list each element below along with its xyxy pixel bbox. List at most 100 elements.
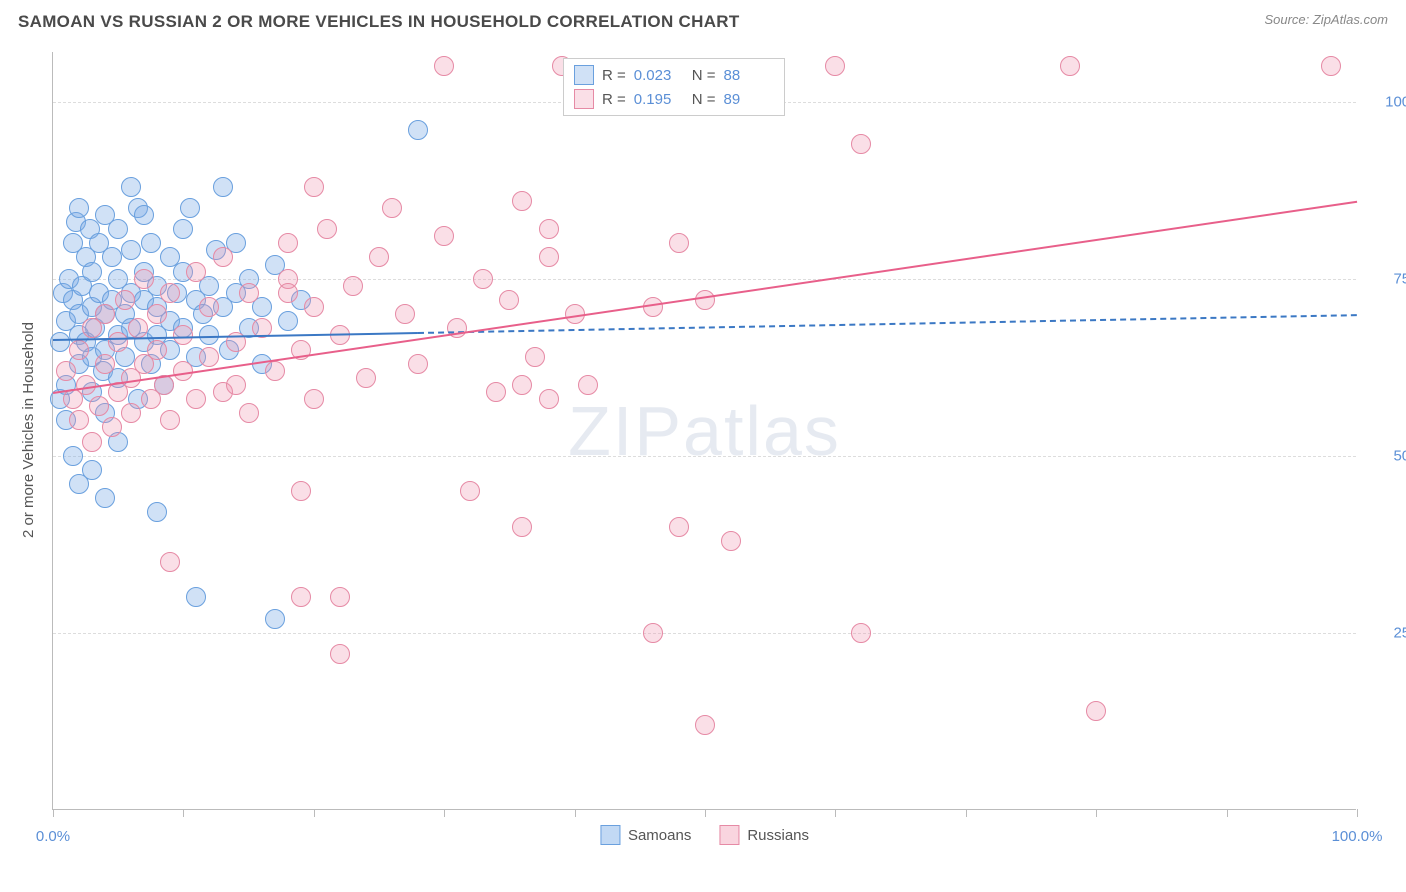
data-point: [382, 198, 402, 218]
data-point: [226, 375, 246, 395]
data-point: [1060, 56, 1080, 76]
legend-swatch: [719, 825, 739, 845]
x-tick: [1227, 809, 1228, 817]
data-point: [408, 120, 428, 140]
data-point: [369, 247, 389, 267]
data-point: [102, 417, 122, 437]
data-point: [825, 56, 845, 76]
data-point: [69, 198, 89, 218]
data-point: [173, 219, 193, 239]
data-point: [69, 474, 89, 494]
watermark: ZIPatlas: [568, 391, 841, 471]
stat-label: R =: [602, 91, 626, 108]
data-point: [343, 276, 363, 296]
data-point: [291, 587, 311, 607]
y-tick-label: 50.0%: [1366, 447, 1406, 464]
data-point: [160, 552, 180, 572]
y-axis-title: 2 or more Vehicles in Household: [20, 322, 37, 538]
series-swatch: [574, 65, 594, 85]
data-point: [304, 389, 324, 409]
data-point: [512, 191, 532, 211]
y-tick-label: 75.0%: [1366, 270, 1406, 287]
legend-label: Russians: [747, 827, 809, 844]
data-point: [69, 340, 89, 360]
legend-label: Samoans: [628, 827, 691, 844]
stat-n-value: 88: [724, 67, 774, 84]
data-point: [50, 332, 70, 352]
data-point: [434, 226, 454, 246]
data-point: [121, 177, 141, 197]
stat-r-value: 0.195: [634, 91, 684, 108]
legend-item: Russians: [719, 825, 809, 845]
data-point: [851, 623, 871, 643]
data-point: [95, 304, 115, 324]
data-point: [539, 219, 559, 239]
x-tick: [835, 809, 836, 817]
data-point: [239, 283, 259, 303]
data-point: [56, 361, 76, 381]
data-point: [121, 240, 141, 260]
data-point: [141, 233, 161, 253]
data-point: [160, 410, 180, 430]
data-point: [147, 340, 167, 360]
data-point: [82, 432, 102, 452]
data-point: [499, 290, 519, 310]
data-point: [76, 375, 96, 395]
data-point: [304, 177, 324, 197]
stat-label: N =: [692, 91, 716, 108]
data-point: [851, 134, 871, 154]
data-point: [539, 247, 559, 267]
x-tick: [183, 809, 184, 817]
data-point: [669, 233, 689, 253]
data-point: [95, 354, 115, 374]
data-point: [330, 587, 350, 607]
bottom-legend: Samoans Russians: [600, 825, 809, 845]
data-point: [180, 198, 200, 218]
data-point: [134, 269, 154, 289]
data-point: [199, 297, 219, 317]
data-point: [147, 502, 167, 522]
x-tick-label: 0.0%: [36, 828, 70, 845]
data-point: [265, 361, 285, 381]
data-point: [69, 410, 89, 430]
scatter-chart: ZIPatlas 25.0%50.0%75.0%100.0%0.0%100.0%…: [52, 52, 1356, 810]
stat-n-value: 89: [724, 91, 774, 108]
data-point: [1321, 56, 1341, 76]
x-tick: [966, 809, 967, 817]
data-point: [317, 219, 337, 239]
gridline: [53, 633, 1356, 634]
data-point: [160, 283, 180, 303]
chart-title: SAMOAN VS RUSSIAN 2 OR MORE VEHICLES IN …: [18, 12, 740, 32]
gridline: [53, 456, 1356, 457]
legend-item: Samoans: [600, 825, 691, 845]
x-tick: [1096, 809, 1097, 817]
y-tick-label: 25.0%: [1366, 624, 1406, 641]
data-point: [82, 262, 102, 282]
data-point: [239, 403, 259, 423]
data-point: [186, 389, 206, 409]
data-point: [102, 247, 122, 267]
x-tick: [53, 809, 54, 817]
data-point: [186, 587, 206, 607]
data-point: [63, 446, 83, 466]
data-point: [330, 644, 350, 664]
data-point: [278, 233, 298, 253]
data-point: [460, 481, 480, 501]
stat-label: R =: [602, 67, 626, 84]
data-point: [278, 311, 298, 331]
data-point: [643, 623, 663, 643]
x-tick: [575, 809, 576, 817]
stats-row: R = 0.195 N = 89: [574, 87, 774, 111]
data-point: [408, 354, 428, 374]
data-point: [578, 375, 598, 395]
stat-r-value: 0.023: [634, 67, 684, 84]
stat-label: N =: [692, 67, 716, 84]
data-point: [115, 290, 135, 310]
x-tick-label: 100.0%: [1332, 828, 1383, 845]
data-point: [89, 396, 109, 416]
data-point: [669, 517, 689, 537]
data-point: [186, 262, 206, 282]
chart-source: Source: ZipAtlas.com: [1264, 12, 1388, 27]
data-point: [147, 304, 167, 324]
data-point: [213, 247, 233, 267]
